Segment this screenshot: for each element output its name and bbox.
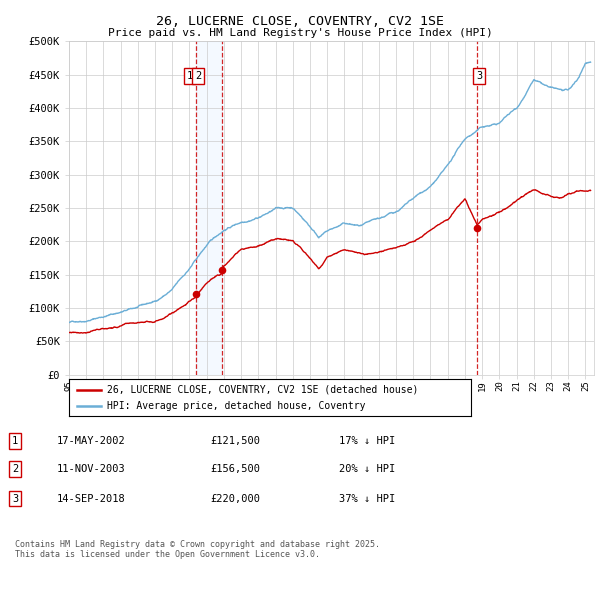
Text: 37% ↓ HPI: 37% ↓ HPI (339, 494, 395, 503)
Bar (196, 41, 221, 375)
Text: HPI: Average price, detached house, Coventry: HPI: Average price, detached house, Cove… (107, 401, 365, 411)
Text: £121,500: £121,500 (210, 437, 260, 446)
Text: 2: 2 (195, 71, 201, 81)
Text: 1: 1 (187, 71, 193, 81)
Text: 1: 1 (12, 437, 18, 446)
Text: 17% ↓ HPI: 17% ↓ HPI (339, 437, 395, 446)
Text: Price paid vs. HM Land Registry's House Price Index (HPI): Price paid vs. HM Land Registry's House … (107, 28, 493, 38)
Text: 3: 3 (476, 71, 482, 81)
Text: £220,000: £220,000 (210, 494, 260, 503)
Text: 17-MAY-2002: 17-MAY-2002 (57, 437, 126, 446)
Text: 2: 2 (12, 464, 18, 474)
Text: 14-SEP-2018: 14-SEP-2018 (57, 494, 126, 503)
Text: Contains HM Land Registry data © Crown copyright and database right 2025.
This d: Contains HM Land Registry data © Crown c… (15, 540, 380, 559)
Text: 11-NOV-2003: 11-NOV-2003 (57, 464, 126, 474)
Text: 3: 3 (12, 494, 18, 503)
Text: 26, LUCERNE CLOSE, COVENTRY, CV2 1SE: 26, LUCERNE CLOSE, COVENTRY, CV2 1SE (156, 15, 444, 28)
Text: 26, LUCERNE CLOSE, COVENTRY, CV2 1SE (detached house): 26, LUCERNE CLOSE, COVENTRY, CV2 1SE (de… (107, 385, 419, 395)
Text: £156,500: £156,500 (210, 464, 260, 474)
Text: 20% ↓ HPI: 20% ↓ HPI (339, 464, 395, 474)
